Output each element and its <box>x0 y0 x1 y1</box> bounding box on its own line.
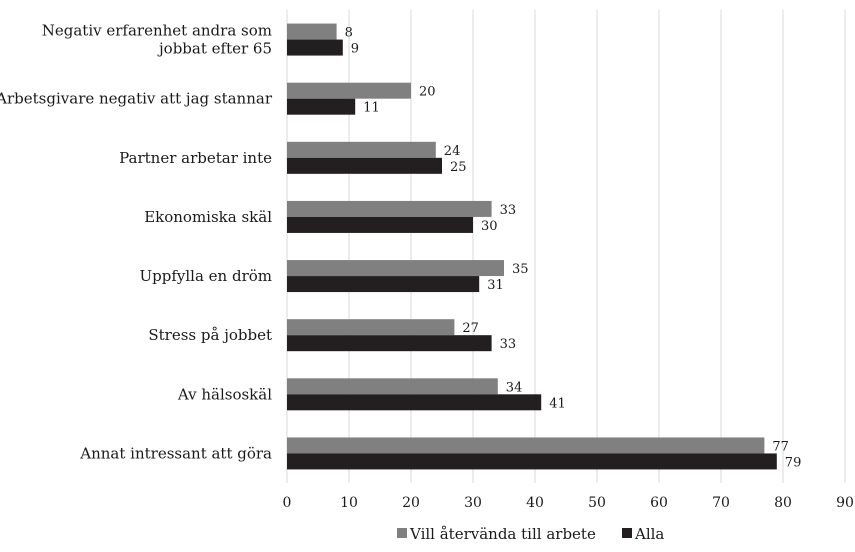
bar-alla <box>287 216 473 233</box>
x-tick-label: 60 <box>650 495 668 511</box>
category-label: Ekonomiska skäl <box>144 208 272 226</box>
data-label: 34 <box>506 380 523 395</box>
data-label: 9 <box>351 42 359 57</box>
data-label: 27 <box>462 321 479 336</box>
data-label: 25 <box>450 160 467 175</box>
bar-alla <box>287 276 480 293</box>
bar-alla <box>287 453 777 470</box>
bar-vill-atervanda <box>287 378 498 395</box>
category-label: Av hälsoskäl <box>177 385 272 403</box>
bar-vill-atervanda <box>287 200 492 217</box>
data-label: 8 <box>345 26 353 41</box>
category-label: Arbetsgivare negativ att jag stannar <box>0 90 273 108</box>
legend-label: Vill återvända till arbete <box>409 525 596 543</box>
x-tick-label: 50 <box>588 495 606 511</box>
bar-vill-atervanda <box>287 141 436 158</box>
bar-alla <box>287 394 542 411</box>
x-axis-ticks: 0 10 20 30 40 50 60 70 80 90 <box>283 495 854 511</box>
data-label: 20 <box>419 85 436 100</box>
data-label: 41 <box>549 396 566 411</box>
bar-vill-atervanda <box>287 319 455 336</box>
data-label: 79 <box>785 455 802 470</box>
x-tick-label: 10 <box>340 495 358 511</box>
x-tick-label: 30 <box>464 495 482 511</box>
bar-alla <box>287 98 356 115</box>
legend: Vill återvända till arbete Alla <box>397 525 664 543</box>
data-label: 33 <box>500 203 517 218</box>
data-label: 35 <box>512 262 529 277</box>
gridlines <box>286 10 846 483</box>
data-label: 33 <box>500 337 517 352</box>
data-label: 77 <box>772 439 789 454</box>
bar-alla <box>287 39 343 56</box>
data-label: 24 <box>444 144 461 159</box>
category-label: Annat intressant att göra <box>79 444 272 462</box>
bar-vill-atervanda <box>287 437 765 454</box>
data-label: 30 <box>481 219 498 234</box>
x-tick-label: 80 <box>774 495 792 511</box>
category-label: Partner arbetar inte <box>119 149 272 167</box>
category-label: Uppfylla en dröm <box>139 267 272 285</box>
legend-swatch <box>397 528 407 538</box>
legend-label: Alla <box>634 525 664 543</box>
bar-vill-atervanda <box>287 260 504 277</box>
bar-vill-atervanda <box>287 82 411 99</box>
category-label: jobbat efter 65 <box>157 40 272 58</box>
bar-vill-atervanda <box>287 23 337 40</box>
category-label: Negativ erfarenhet andra som <box>42 22 272 40</box>
data-label: 31 <box>487 278 504 293</box>
x-tick-label: 40 <box>526 495 544 511</box>
category-label: Stress på jobbet <box>148 326 272 344</box>
x-tick-label: 70 <box>712 495 730 511</box>
bar-alla <box>287 335 492 352</box>
x-tick-label: 90 <box>836 495 854 511</box>
x-tick-label: 0 <box>283 495 292 511</box>
legend-swatch <box>622 528 632 538</box>
data-label: 11 <box>363 101 380 116</box>
x-tick-label: 20 <box>402 495 420 511</box>
bar-alla <box>287 157 442 174</box>
